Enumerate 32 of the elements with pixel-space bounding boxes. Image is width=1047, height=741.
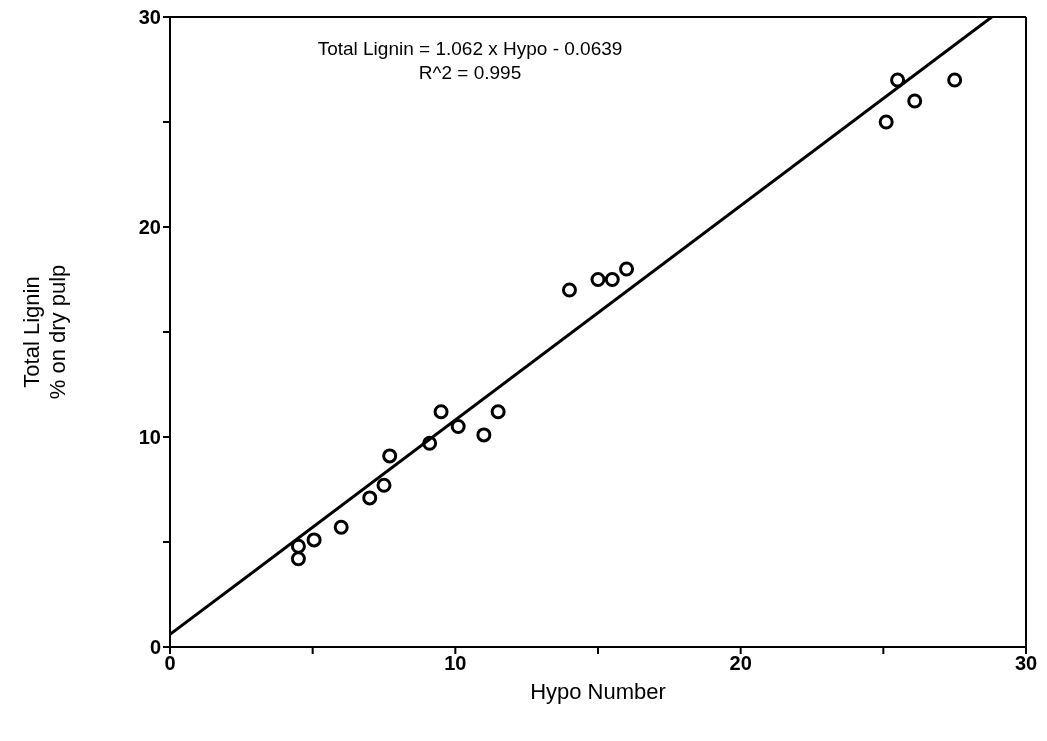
annotation: Total Lignin = 1.062 x Hypo - 0.0639 xyxy=(316,38,624,60)
point xyxy=(333,519,349,535)
point xyxy=(619,261,635,277)
point xyxy=(306,532,322,548)
point xyxy=(433,404,449,420)
point xyxy=(490,404,506,420)
point xyxy=(450,419,466,434)
y-tick-label: 20 xyxy=(138,216,161,239)
point xyxy=(907,93,923,109)
annotation: R^2 = 0.995 xyxy=(417,62,523,84)
y-tick-label: 0 xyxy=(149,636,161,659)
point xyxy=(604,272,620,287)
point xyxy=(290,538,306,554)
point xyxy=(476,427,492,443)
point xyxy=(947,72,963,88)
point xyxy=(290,551,306,567)
y-axis-title: Total Lignin % on dry pulp xyxy=(19,264,70,400)
point xyxy=(422,435,438,451)
x-tick-label: 20 xyxy=(729,652,752,675)
point xyxy=(590,272,606,287)
x-tick-label: 30 xyxy=(1014,652,1038,675)
y-tick-label: 30 xyxy=(138,6,161,29)
x-tick-label: 0 xyxy=(164,652,176,675)
point xyxy=(878,114,894,130)
x-tick-label: 10 xyxy=(444,652,467,675)
point xyxy=(376,477,392,493)
point xyxy=(890,72,906,88)
y-tick-label: 10 xyxy=(138,426,161,449)
point xyxy=(362,490,378,506)
point xyxy=(382,448,398,464)
x-axis-title: Hypo Number xyxy=(530,679,666,704)
point xyxy=(561,282,577,298)
